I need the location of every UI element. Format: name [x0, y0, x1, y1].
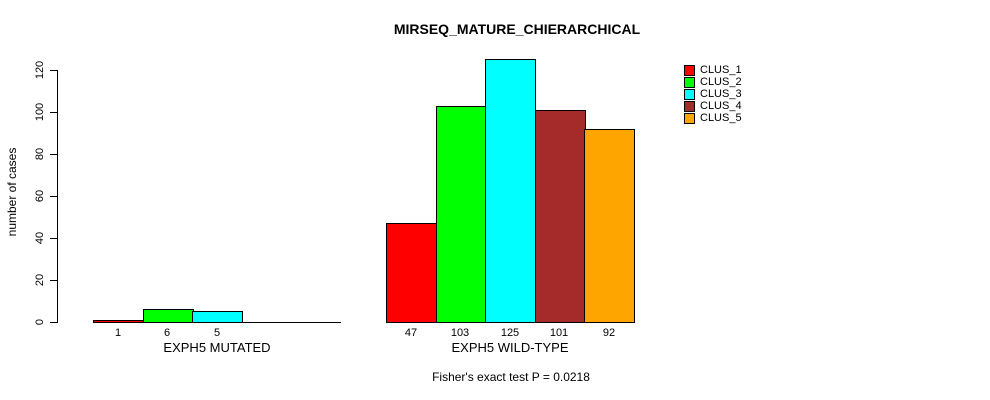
y-tick-label: 80 [34, 147, 46, 161]
bar-clus_2 [436, 106, 487, 323]
legend-swatch-clus_5 [684, 112, 695, 124]
bar-value-label: 92 [602, 327, 616, 339]
bar-clus_2 [143, 309, 194, 323]
group-label: EXPH5 MUTATED [163, 340, 271, 355]
bar-value-label: 125 [500, 327, 520, 339]
y-axis-tick [50, 70, 57, 71]
group-label: EXPH5 WILD-TYPE [451, 340, 569, 355]
y-tick-label: 0 [34, 318, 46, 326]
bar-value-label: 47 [404, 327, 418, 339]
bar-clus_3 [485, 59, 536, 323]
footnote-pvalue: Fisher's exact test P = 0.0218 [432, 370, 590, 384]
bar-clus_4 [535, 110, 586, 323]
y-tick-label: 100 [34, 102, 46, 122]
bar-value-label: 6 [163, 327, 171, 339]
legend-swatch-clus_3 [684, 88, 695, 100]
y-axis-label: number of cases [5, 147, 19, 237]
y-tick-label: 120 [34, 60, 46, 80]
legend-label: CLUS_3 [700, 88, 742, 100]
legend-label: CLUS_2 [700, 76, 742, 88]
y-axis-tick [50, 154, 57, 155]
legend-item-clus_3: CLUS_3 [684, 88, 742, 100]
bar-value-label: 5 [213, 327, 221, 339]
legend-item-clus_5: CLUS_5 [684, 112, 742, 124]
chart-title: MIRSEQ_MATURE_CHIERARCHICAL [393, 21, 641, 37]
legend-swatch-clus_1 [684, 64, 695, 76]
y-axis-line [57, 70, 58, 323]
y-tick-label: 20 [34, 273, 46, 287]
y-axis-tick [50, 196, 57, 197]
legend-label: CLUS_4 [700, 100, 742, 112]
y-axis-tick [50, 322, 57, 323]
legend-item-clus_2: CLUS_2 [684, 76, 742, 88]
bar-clus_1 [386, 223, 437, 323]
legend: CLUS_1 CLUS_2 CLUS_3 CLUS_4 CLUS_5 [684, 64, 742, 124]
legend-item-clus_1: CLUS_1 [684, 64, 742, 76]
legend-item-clus_4: CLUS_4 [684, 100, 742, 112]
y-tick-label: 60 [34, 189, 46, 203]
bar-clus_5 [584, 129, 635, 323]
legend-swatch-clus_4 [684, 100, 695, 112]
legend-label: CLUS_1 [700, 64, 742, 76]
y-axis-tick [50, 280, 57, 281]
y-axis-tick [50, 112, 57, 113]
bar-value-label: 1 [114, 327, 122, 339]
legend-swatch-clus_2 [684, 76, 695, 88]
bar-value-label: 101 [549, 327, 569, 339]
y-axis-tick [50, 238, 57, 239]
bar-clus_3 [192, 311, 243, 323]
legend-label: CLUS_5 [700, 112, 742, 124]
y-tick-label: 40 [34, 231, 46, 245]
bar-value-label: 103 [450, 327, 470, 339]
bar-clus_1 [93, 320, 144, 323]
